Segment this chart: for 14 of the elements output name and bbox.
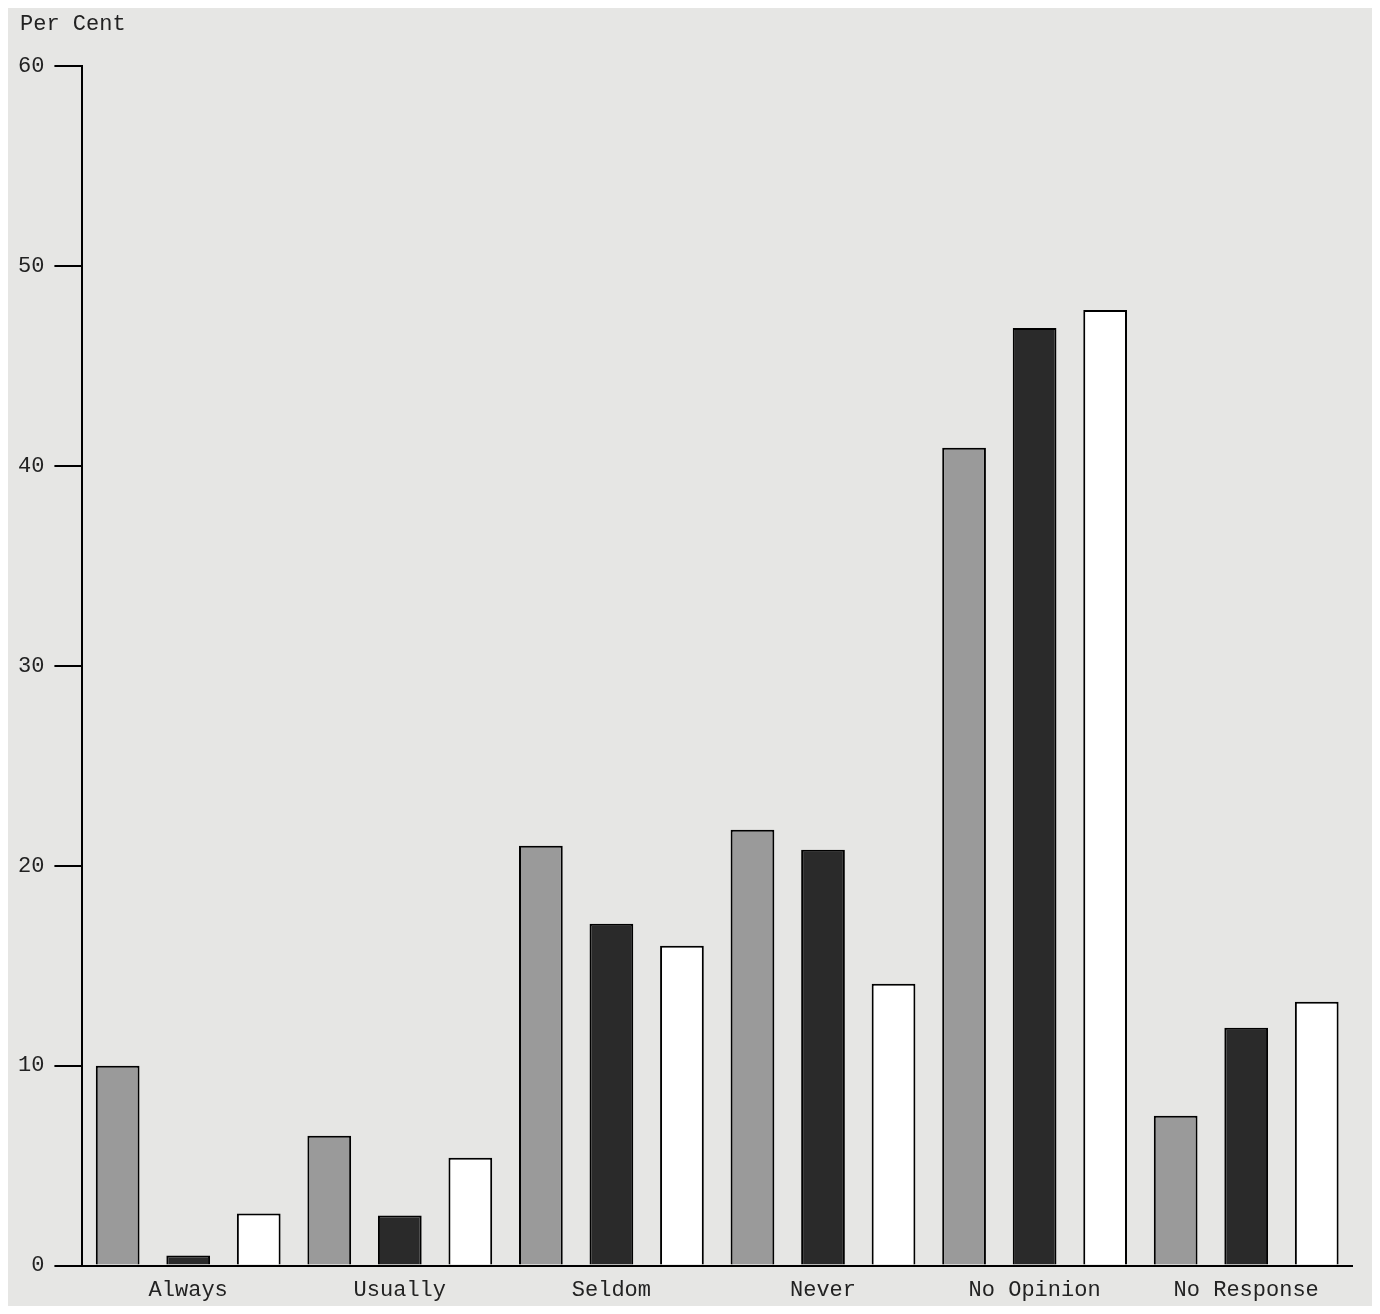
x-tick-label: No Opinion xyxy=(968,1277,1101,1303)
y-tick-label: 60 xyxy=(18,53,45,79)
x-tick-label: No Response xyxy=(1173,1277,1319,1303)
x-tick-label: Seldom xyxy=(571,1277,652,1303)
x-tick-label: Always xyxy=(148,1277,228,1303)
y-tick-label: 0 xyxy=(31,1253,45,1279)
x-tick-label: Usually xyxy=(353,1277,447,1303)
y-tick-label: 10 xyxy=(18,1053,45,1079)
y-axis-title: Per Cent xyxy=(20,12,126,37)
y-tick-label: 20 xyxy=(18,853,45,879)
y-tick-label: 40 xyxy=(18,453,45,479)
y-tick-label: 50 xyxy=(18,253,45,279)
x-tick-label: Never xyxy=(789,1277,857,1303)
y-tick-label: 30 xyxy=(18,653,45,679)
